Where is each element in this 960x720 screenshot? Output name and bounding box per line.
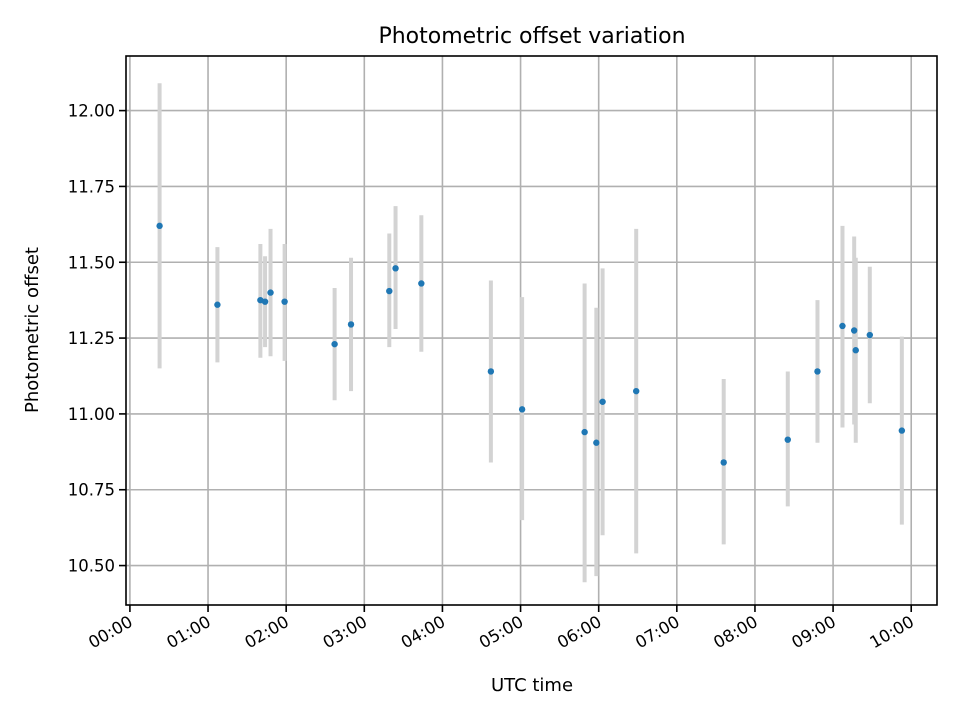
x-tick-label: 04:00 xyxy=(398,612,449,652)
x-tick-label: 02:00 xyxy=(241,612,292,652)
data-point xyxy=(487,368,495,375)
data-point xyxy=(599,398,606,405)
data-point xyxy=(386,287,393,295)
data-point xyxy=(632,387,640,395)
error-bars xyxy=(157,83,904,583)
x-tick-label: 08:00 xyxy=(710,612,761,652)
x-tick-label: 10:00 xyxy=(867,612,918,652)
x-tick-label: 03:00 xyxy=(320,612,371,652)
y-tick-label: 11.50 xyxy=(68,253,115,272)
x-tick-label: 05:00 xyxy=(476,612,527,652)
y-tick-label: 11.25 xyxy=(68,329,115,348)
x-axis-ticks: 00:00 01:00 02:00 03:00 04:00 05:00 06:00 07:00… xyxy=(85,605,917,652)
chart-title: Photometric offset variation xyxy=(378,24,685,49)
y-tick-label: 12.00 xyxy=(68,102,115,121)
data-point xyxy=(581,428,588,436)
data-point xyxy=(839,322,846,330)
y-axis-label: Photometric offset xyxy=(22,247,43,413)
x-tick-label: 06:00 xyxy=(554,612,605,652)
data-points xyxy=(156,222,906,466)
data-point xyxy=(852,347,859,354)
y-tick-label: 11.00 xyxy=(68,405,115,424)
data-point xyxy=(518,406,526,413)
data-point xyxy=(261,298,269,305)
x-tick-label: 01:00 xyxy=(163,612,214,652)
data-point xyxy=(331,340,338,348)
data-point xyxy=(850,327,858,334)
x-tick-label: 07:00 xyxy=(632,612,683,652)
data-point xyxy=(267,289,274,296)
data-point xyxy=(720,459,727,466)
data-point xyxy=(156,222,163,230)
plot-frame xyxy=(125,55,938,606)
y-tick-label: 11.75 xyxy=(68,177,115,196)
x-tick-label: 00:00 xyxy=(85,612,136,652)
data-point xyxy=(866,331,874,339)
data-point xyxy=(898,427,906,434)
x-axis-label: UTC time xyxy=(491,675,573,696)
data-point xyxy=(281,298,288,305)
x-tick-label: 09:00 xyxy=(788,612,839,652)
data-point xyxy=(593,439,600,446)
y-tick-label: 10.75 xyxy=(68,481,115,500)
data-point xyxy=(392,265,399,272)
data-point xyxy=(784,436,791,443)
data-point xyxy=(347,321,355,328)
data-point xyxy=(214,301,221,308)
y-axis-ticks: 10.50 10.75 11.00 11.25 11.50 11.75 12.00 xyxy=(68,102,126,576)
grid-lines xyxy=(126,56,937,605)
data-point xyxy=(814,368,821,375)
y-tick-label: 10.50 xyxy=(68,557,115,576)
data-point xyxy=(418,280,425,287)
